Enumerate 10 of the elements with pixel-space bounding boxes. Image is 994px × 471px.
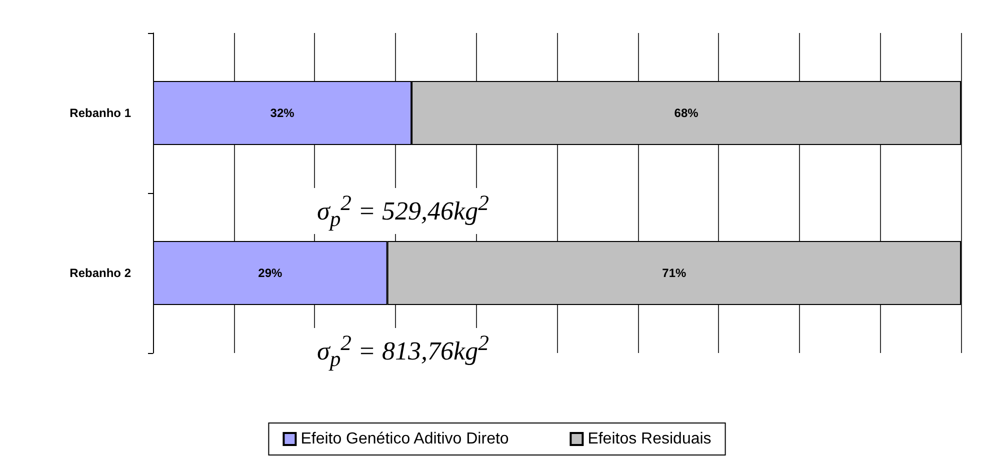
annotation: σ$_{p}$$^{2}$ = 813,76kg$^{2}$ <box>313 328 493 374</box>
legend-label: Efeitos Residuais <box>588 430 712 448</box>
data-label: 32% <box>270 106 295 120</box>
data-label: 68% <box>674 106 699 120</box>
annotation: σ$_{p}$$^{2}$ = 529,46kg$^{2}$ <box>313 188 493 234</box>
legend-label: Efeito Genético Aditivo Direto <box>300 430 509 448</box>
data-label: 71% <box>662 266 686 280</box>
data-label: 29% <box>258 266 282 280</box>
y-tick-label: Rebanho 1 <box>70 106 132 120</box>
y-tick-label: Rebanho 2 <box>70 266 132 280</box>
